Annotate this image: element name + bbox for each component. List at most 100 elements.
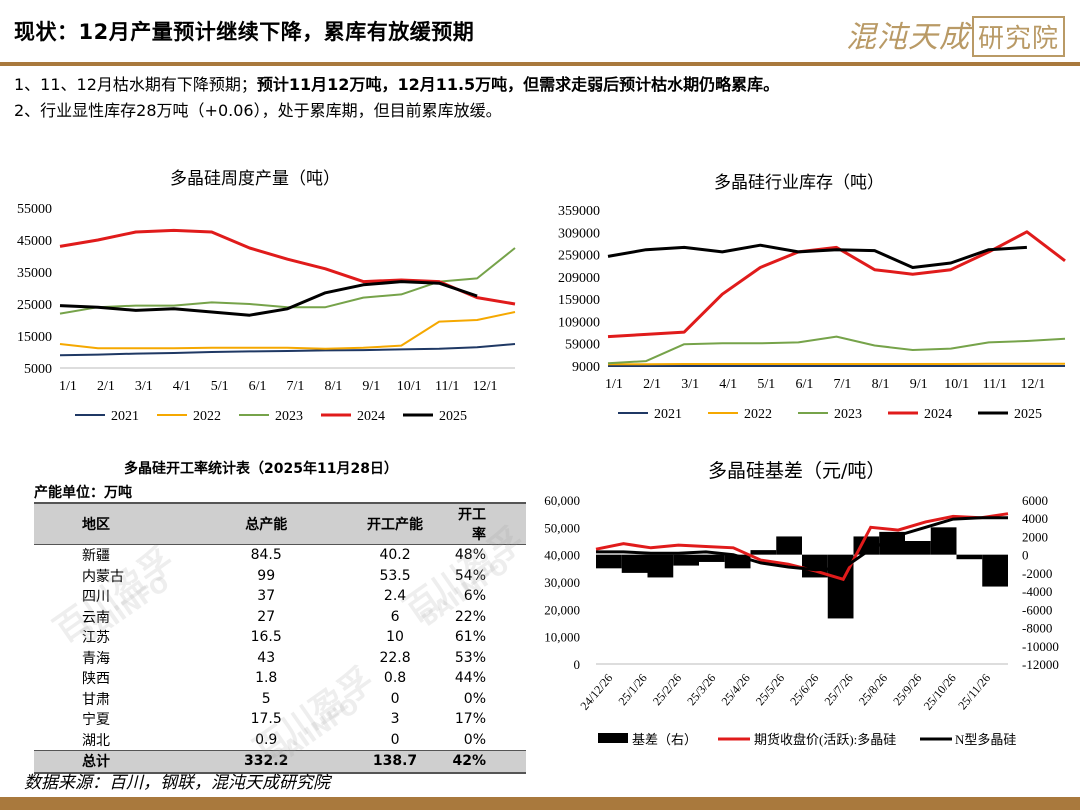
table-cell: 10 — [386, 629, 404, 646]
legend-label-ntype: N型多晶硅 — [955, 732, 1016, 747]
table-cell: 6% — [463, 588, 486, 605]
basis-bar — [776, 536, 802, 555]
x-tick-label: 2/1 — [643, 377, 661, 392]
y-tick-label: 60,000 — [544, 493, 580, 508]
basis-bar — [982, 554, 1008, 587]
footer-rule — [0, 797, 1080, 810]
col-header: 开工产能 — [337, 502, 453, 545]
y-tick-label: 20,000 — [544, 602, 580, 617]
table-cell: 内蒙古 — [82, 568, 124, 585]
table-row: 宁夏 17.5 3 17% — [34, 709, 526, 730]
x-tick-label: 7/1 — [287, 379, 305, 394]
table-row: 陕西 1.8 0.8 44% — [34, 668, 526, 689]
y-tick-label: 209000 — [558, 271, 600, 286]
x-tick-label: 3/1 — [135, 379, 153, 394]
table-cell: 332.2 — [194, 750, 338, 774]
x-tick-label: 11/1 — [435, 379, 459, 394]
x-tick-label: 25/9/26 — [890, 671, 924, 708]
basis-bar — [699, 554, 725, 562]
table-cell: 0.8 — [383, 670, 407, 687]
table-cell: 43 — [257, 649, 276, 666]
table-cell: 22% — [454, 608, 486, 625]
x-tick-label: 9/1 — [910, 377, 928, 392]
basis-bar — [956, 554, 983, 560]
table-cell: 陕西 — [82, 671, 110, 688]
series-line-2021 — [59, 343, 516, 357]
table-cell: 0.9 — [255, 731, 278, 748]
y-tick-label: 25000 — [17, 298, 52, 313]
basis-bar — [750, 550, 777, 555]
table-cell: 42% — [452, 750, 526, 774]
table-cell: 0 — [390, 690, 400, 707]
y2-tick-label: -12000 — [1022, 657, 1059, 672]
table-unit: 产能单位：万吨 — [34, 485, 132, 501]
table-cell: 1.8 — [255, 670, 278, 687]
series-line-2025 — [607, 243, 1027, 269]
table-cell: 27 — [257, 608, 276, 625]
x-tick-label: 2/1 — [97, 379, 115, 394]
table-cell: 青海 — [82, 650, 110, 667]
x-tick-label: 5/1 — [757, 377, 775, 392]
x-tick-label: 25/2/26 — [650, 671, 684, 708]
y2-tick-label: -6000 — [1022, 602, 1052, 617]
x-tick-label: 7/1 — [834, 377, 852, 392]
table-cell: 2.4 — [383, 588, 407, 605]
table-cell: 0 — [390, 731, 400, 748]
summary-line-2: 2、行业显性库存28万吨（+0.06），处于累库期，但目前累库放缓。 — [14, 101, 502, 120]
table-cell: 四川 — [82, 589, 110, 606]
x-tick-label: 25/8/26 — [856, 671, 890, 708]
x-tick-label: 8/1 — [324, 379, 342, 394]
y-tick-label: 9000 — [572, 360, 600, 375]
basis-chart-title: 多晶硅基差（元/吨） — [708, 460, 886, 482]
table-cell: 138.7 — [337, 750, 453, 774]
table-cell: 54% — [454, 567, 486, 584]
legend-label-2025: 2025 — [439, 409, 467, 424]
table-cell: 0% — [463, 731, 486, 748]
table-row: 青海 43 22.8 53% — [34, 648, 526, 669]
x-tick-label: 24/12/26 — [577, 671, 615, 713]
y2-tick-label: -8000 — [1022, 621, 1052, 636]
basis-bar — [905, 541, 931, 555]
basis-bar — [930, 527, 957, 555]
x-tick-label: 1/1 — [605, 377, 623, 392]
x-tick-label: 5/1 — [211, 379, 229, 394]
summary-line1-bold: 预计11月12万吨，12月11.5万吨，但需求走弱后预计枯水期仍略累库。 — [256, 75, 780, 94]
x-tick-label: 1/1 — [59, 379, 77, 394]
basis-bar — [673, 554, 699, 566]
legend-label-2021: 2021 — [111, 409, 139, 424]
x-tick-label: 8/1 — [872, 377, 890, 392]
summary-line1-prefix: 1、11、12月枯水期有下降预期； — [14, 75, 257, 94]
legend-label-2022: 2022 — [193, 409, 221, 424]
logo-text: 混沌天成 — [846, 20, 970, 55]
y2-tick-label: 4000 — [1022, 511, 1048, 526]
table-cell: 5 — [261, 690, 271, 707]
table-cell: 3 — [390, 711, 400, 728]
page-title: 现状：12月产量预计继续下降，累库有放缓预期 — [14, 20, 475, 44]
col-header: 总产能 — [194, 502, 338, 545]
y-tick-label: 59000 — [565, 338, 600, 353]
y-tick-label: 359000 — [558, 204, 600, 219]
table-cell: 17% — [454, 711, 486, 728]
y2-tick-label: 0 — [1022, 548, 1029, 563]
y-tick-label: 259000 — [558, 249, 600, 264]
production-chart: 55000 45000 35000 25000 15000 5000 1/1 2/1 3/1 4/… — [17, 202, 516, 424]
table-row: 江苏 16.5 10 61% — [34, 627, 526, 648]
data-source: 数据来源：百川，钢联，混沌天成研究院 — [24, 773, 330, 793]
x-tick-label: 12/1 — [1020, 377, 1045, 392]
table-cell: 53.5 — [379, 567, 411, 584]
table-row: 四川 37 2.4 6% — [34, 586, 526, 607]
table-row: 云南 27 6 22% — [34, 607, 526, 628]
table-title: 多晶硅开工率统计表（2025年11月28日） — [124, 461, 398, 477]
y-tick-label: 30,000 — [544, 575, 580, 590]
x-tick-label: 10/1 — [397, 379, 422, 394]
y-tick-label: 0 — [574, 657, 581, 672]
col-header: 地区 — [34, 502, 195, 545]
series-line-2024 — [607, 230, 1066, 339]
capacity-table: 地区 总产能 开工产能 开工率 新疆 84.5 40.2 48% 内蒙古 99 53.5 54… — [34, 502, 526, 774]
header-rule — [0, 62, 1080, 66]
x-tick-label: 6/1 — [795, 377, 813, 392]
y-tick-label: 50,000 — [544, 520, 580, 535]
series-line-2025 — [59, 280, 478, 317]
n-type-price-line — [596, 516, 1008, 572]
table-cell: 61% — [454, 629, 486, 646]
